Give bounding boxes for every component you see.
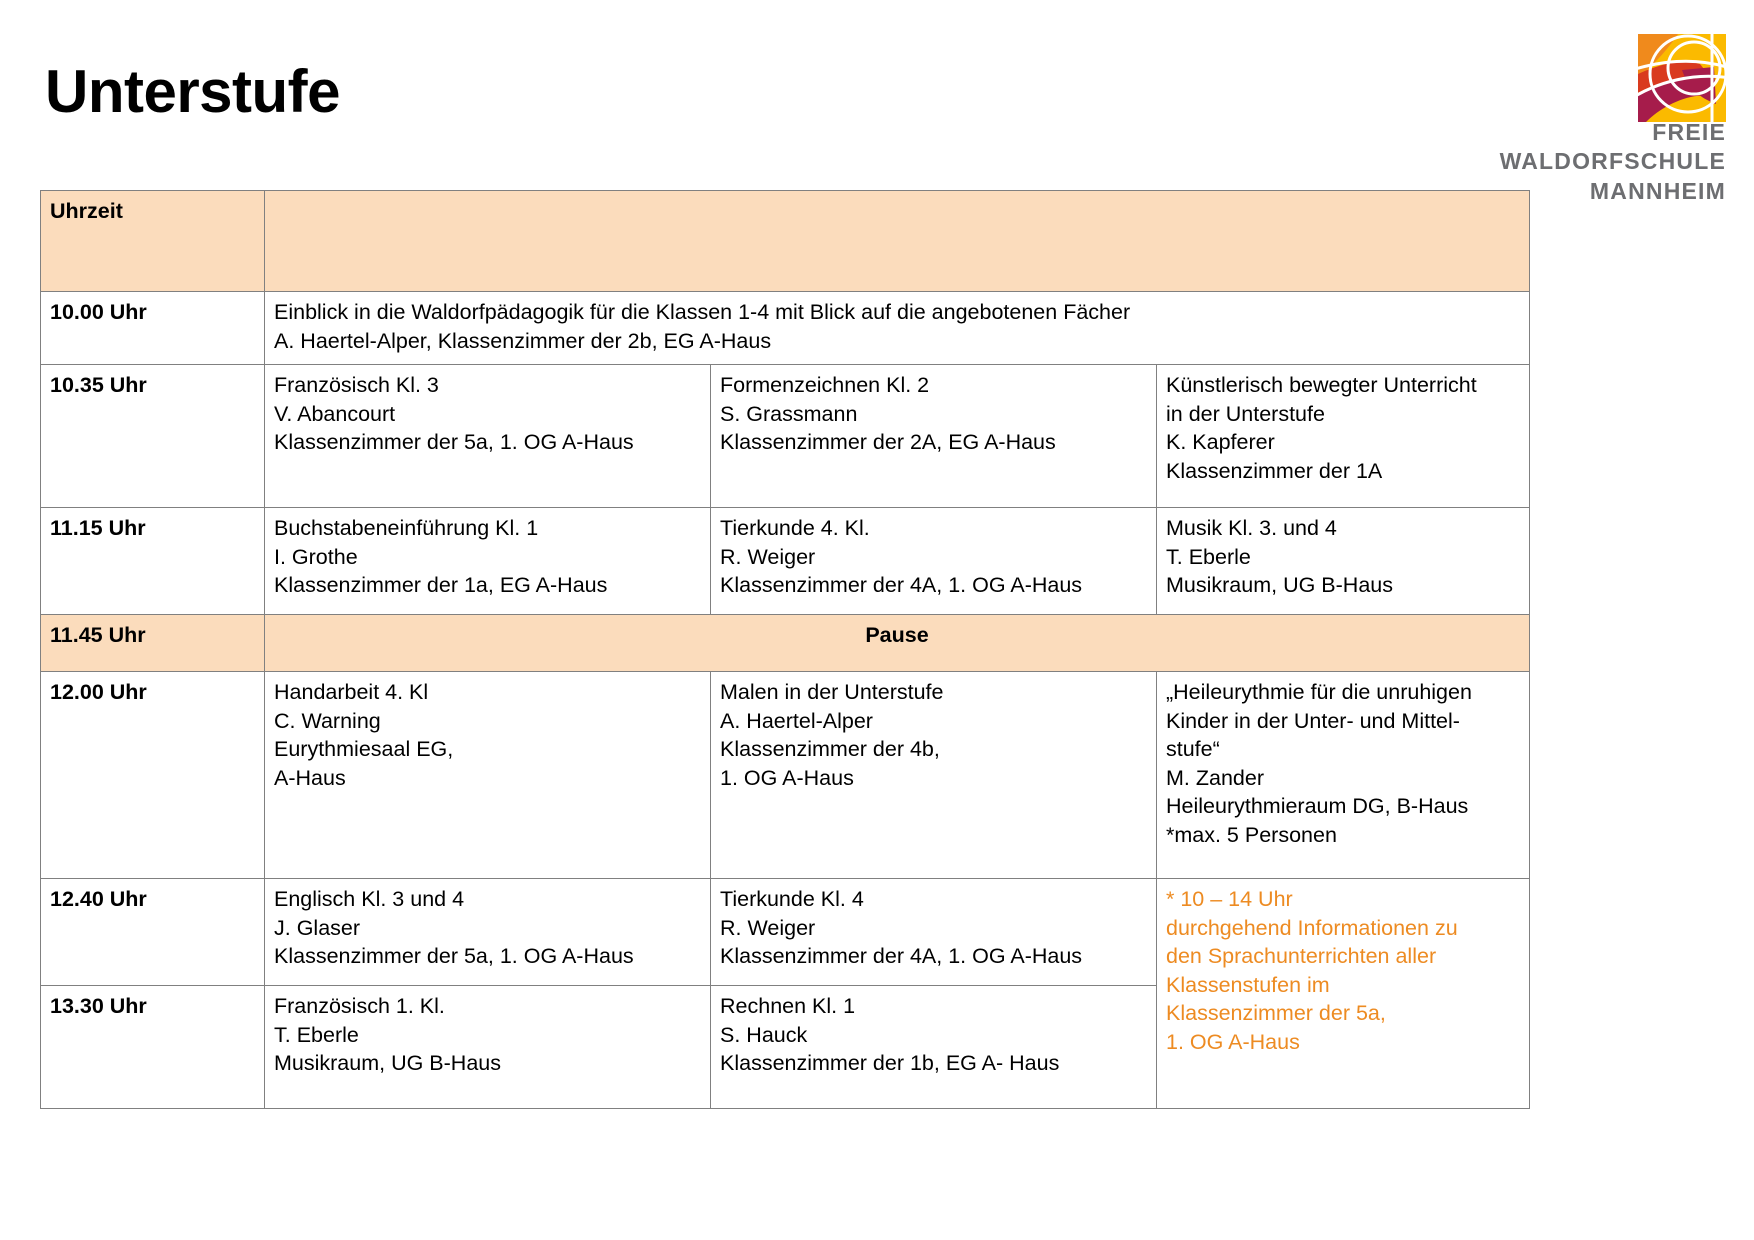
cell-line: Klassenzimmer der 1a, EG A-Haus — [274, 573, 608, 598]
row-cell-col2: Tierkunde Kl. 4 R. Weiger Klassenzimmer … — [710, 878, 1157, 986]
logo-line-2: WALDORFSCHULE — [1499, 148, 1726, 175]
row-time: 12.00 Uhr — [40, 671, 265, 879]
table-row: 10.00 Uhr Einblick in die Waldorfpädagog… — [40, 291, 1531, 365]
note-line: * 10 – 14 Uhr — [1166, 887, 1293, 911]
cell-line: A-Haus — [274, 765, 346, 790]
row-cell-col2: Rechnen Kl. 1 S. Hauck Klassenzimmer der… — [710, 985, 1157, 1109]
row-time: 11.45 Uhr — [40, 614, 265, 672]
cell-line: Kinder in der Unter- und Mittel- — [1166, 708, 1460, 733]
cell-line: Klassenzimmer der 1A — [1166, 458, 1383, 483]
cell-line: Französisch 1. Kl. — [274, 994, 445, 1018]
cell-line: Klassenzimmer der 1b, EG A- Haus — [720, 1051, 1060, 1076]
cell-line: in der Unterstufe — [1166, 401, 1325, 426]
cell-line: J. Glaser — [274, 915, 361, 940]
row-cell-col2: Tierkunde 4. Kl. R. Weiger Klassenzimmer… — [710, 507, 1157, 615]
cell-line: S. Hauck — [720, 1022, 808, 1047]
cell-line: T. Eberle — [274, 1022, 359, 1047]
table-row: 11.15 Uhr Buchstabeneinführung Kl. 1 I. … — [40, 507, 1531, 615]
row-cell-col2: Malen in der Unterstufe A. Haertel-Alper… — [710, 671, 1157, 879]
pause-label: Pause — [263, 614, 1531, 672]
school-logo: FREIE WALDORFSCHULE MANNHEIM — [1456, 34, 1726, 204]
cell-line: Musikraum, UG B-Haus — [1166, 573, 1393, 598]
info-note: * 10 – 14 Uhr durchgehend Informationen … — [1155, 878, 1531, 1109]
cell-line: Klassenzimmer der 4A, 1. OG A-Haus — [720, 573, 1083, 598]
cell-line: Künstlerisch bewegter Unterricht — [1166, 373, 1477, 397]
row-time: 12.40 Uhr — [40, 878, 265, 986]
table-row: 12.00 Uhr Handarbeit 4. Kl C. Warning Eu… — [40, 671, 1531, 879]
cell-line: S. Grassmann — [720, 401, 858, 426]
row-cell-col1: Buchstabeneinführung Kl. 1 I. Grothe Kla… — [264, 507, 711, 615]
cell-line: Handarbeit 4. Kl — [274, 680, 429, 704]
table-row: 13.30 Uhr Französisch 1. Kl. T. Eberle M… — [40, 985, 1530, 1109]
row-cell-col2: Formenzeichnen Kl. 2 S. Grassmann Klasse… — [710, 364, 1157, 508]
waldorfschule-mark-icon — [1638, 34, 1726, 122]
row-time: 11.15 Uhr — [40, 507, 265, 615]
cell-line: I. Grothe — [274, 544, 358, 569]
cell-line: Musik Kl. 3. und 4 — [1166, 516, 1337, 540]
row-cell-full: Einblick in die Waldorfpädagogik für die… — [263, 291, 1531, 365]
cell-line: Einblick in die Waldorfpädagogik für die… — [274, 300, 1131, 324]
row-time: 10.00 Uhr — [40, 291, 265, 365]
cell-line: Klassenzimmer der 5a, 1. OG A-Haus — [274, 430, 634, 455]
cell-line: C. Warning — [274, 708, 381, 733]
cell-line: Eurythmiesaal EG, — [274, 737, 454, 762]
cell-line: Musikraum, UG B-Haus — [274, 1051, 501, 1076]
cell-line: Klassenzimmer der 4b, — [720, 737, 940, 762]
row-cell-col1: Französisch 1. Kl. T. Eberle Musikraum, … — [264, 985, 711, 1109]
cell-line: Klassenzimmer der 4A, 1. OG A-Haus — [720, 944, 1083, 969]
cell-line: Klassenzimmer der 2A, EG A-Haus — [720, 430, 1056, 455]
note-line: Klassenstufen im — [1166, 972, 1330, 997]
note-line: 1. OG A-Haus — [1166, 1029, 1300, 1054]
row-cell-col1: Englisch Kl. 3 und 4 J. Glaser Klassenzi… — [264, 878, 711, 986]
logo-line-3: MANNHEIM — [1589, 177, 1726, 204]
schedule-table: Uhrzeit 10.00 Uhr Einblick in die Waldor… — [40, 190, 1531, 1109]
cell-line: Buchstabeneinführung Kl. 1 — [274, 516, 539, 540]
cell-line: T. Eberle — [1166, 544, 1251, 569]
row-cell-col3: Musik Kl. 3. und 4 T. Eberle Musikraum, … — [1155, 507, 1531, 615]
table-row-pause: 11.45 Uhr Pause — [40, 614, 1531, 672]
cell-line: Tierkunde 4. Kl. — [720, 516, 870, 540]
note-line: Klassenzimmer der 5a, — [1166, 1001, 1386, 1026]
cell-line: Formenzeichnen Kl. 2 — [720, 373, 930, 397]
cell-line: Englisch Kl. 3 und 4 — [274, 887, 465, 911]
cell-line: 1. OG A-Haus — [720, 765, 854, 790]
table-row: 10.35 Uhr Französisch Kl. 3 V. Abancourt… — [40, 364, 1531, 508]
logo-wordmark: FREIE WALDORFSCHULE MANNHEIM — [1456, 118, 1726, 206]
row-cell-col3: „Heileurythmie für die unruhigen Kinder … — [1155, 671, 1531, 879]
cell-line: Rechnen Kl. 1 — [720, 994, 856, 1018]
cell-line: R. Weiger — [720, 915, 816, 940]
cell-line: Klassenzimmer der 5a, 1. OG A-Haus — [274, 944, 634, 969]
cell-line: K. Kapferer — [1166, 430, 1275, 455]
cell-line: M. Zander — [1166, 765, 1264, 790]
cell-line: A. Haertel-Alper, Klassenzimmer der 2b, … — [274, 328, 772, 353]
table-row: 12.40 Uhr Englisch Kl. 3 und 4 J. Glaser… — [40, 878, 1531, 1109]
header-uhrzeit: Uhrzeit — [40, 190, 265, 292]
cell-line: R. Weiger — [720, 544, 816, 569]
logo-line-1: FREIE — [1652, 119, 1726, 145]
row-cell-col1: Handarbeit 4. Kl C. Warning Eurythmiesaa… — [264, 671, 711, 879]
row-time: 10.35 Uhr — [40, 364, 265, 508]
cell-line: A. Haertel-Alper — [720, 708, 873, 733]
row-cell-col1: Französisch Kl. 3 V. Abancourt Klassenzi… — [264, 364, 711, 508]
note-line: den Sprachunterrichten aller — [1166, 944, 1437, 969]
cell-line: *max. 5 Personen — [1166, 822, 1337, 847]
table-header-row: Uhrzeit — [40, 190, 1531, 292]
cell-line: Malen in der Unterstufe — [720, 680, 944, 704]
cell-line: Heileurythmieraum DG, B-Haus — [1166, 794, 1469, 819]
cell-line: Französisch Kl. 3 — [274, 373, 439, 397]
cell-line: Tierkunde Kl. 4 — [720, 887, 864, 911]
page-title: Unterstufe — [45, 58, 341, 125]
note-line: durchgehend Informationen zu — [1166, 915, 1458, 940]
cell-line: stufe“ — [1166, 737, 1220, 762]
cell-line: „Heileurythmie für die unruhigen — [1166, 680, 1472, 704]
header-empty — [263, 190, 1531, 292]
row-time: 13.30 Uhr — [40, 985, 265, 1109]
cell-line: V. Abancourt — [274, 401, 396, 426]
document-header: Unterstufe — [0, 0, 1754, 204]
row-cell-col3: Künstlerisch bewegter Unterricht in der … — [1155, 364, 1531, 508]
